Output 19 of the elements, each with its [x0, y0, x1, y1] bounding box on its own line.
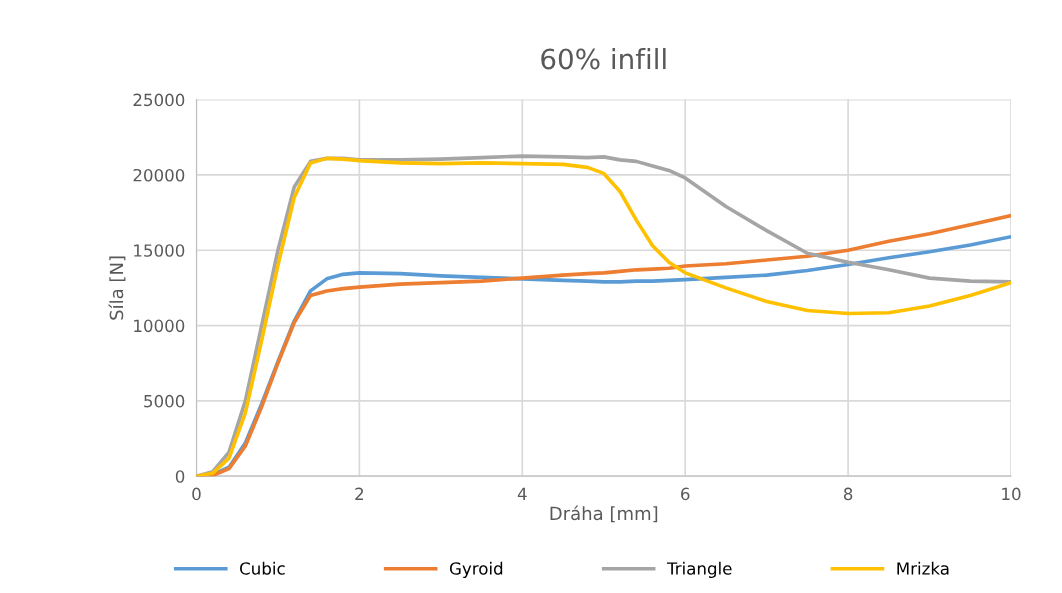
x-axis-title: Dráha [mm]: [550, 505, 658, 523]
chart-title: 60% infill: [541, 47, 666, 70]
y-tick-label: 15000: [134, 244, 185, 257]
x-tick-label: 10: [1002, 487, 1021, 501]
x-tick-label: 0: [192, 487, 201, 501]
y-tick-label: 0: [175, 470, 185, 483]
legend-label: Gyroid: [449, 561, 503, 578]
x-tick-label: 2: [355, 487, 364, 500]
y-tick-label: 20000: [133, 168, 185, 182]
legend-label: Triangle: [666, 561, 732, 578]
y-axis-title: Síla [N]: [108, 256, 126, 320]
y-tick-label: 25000: [133, 93, 185, 107]
y-tick-label: 5000: [144, 394, 185, 408]
x-tick-label: 4: [517, 487, 527, 500]
x-tick-label: 8: [843, 487, 853, 501]
x-tick-label: 6: [681, 487, 690, 501]
legend-label: Cubic: [240, 561, 285, 575]
y-tick-label: 10000: [134, 319, 185, 333]
legend-label: Mrizka: [897, 561, 949, 575]
